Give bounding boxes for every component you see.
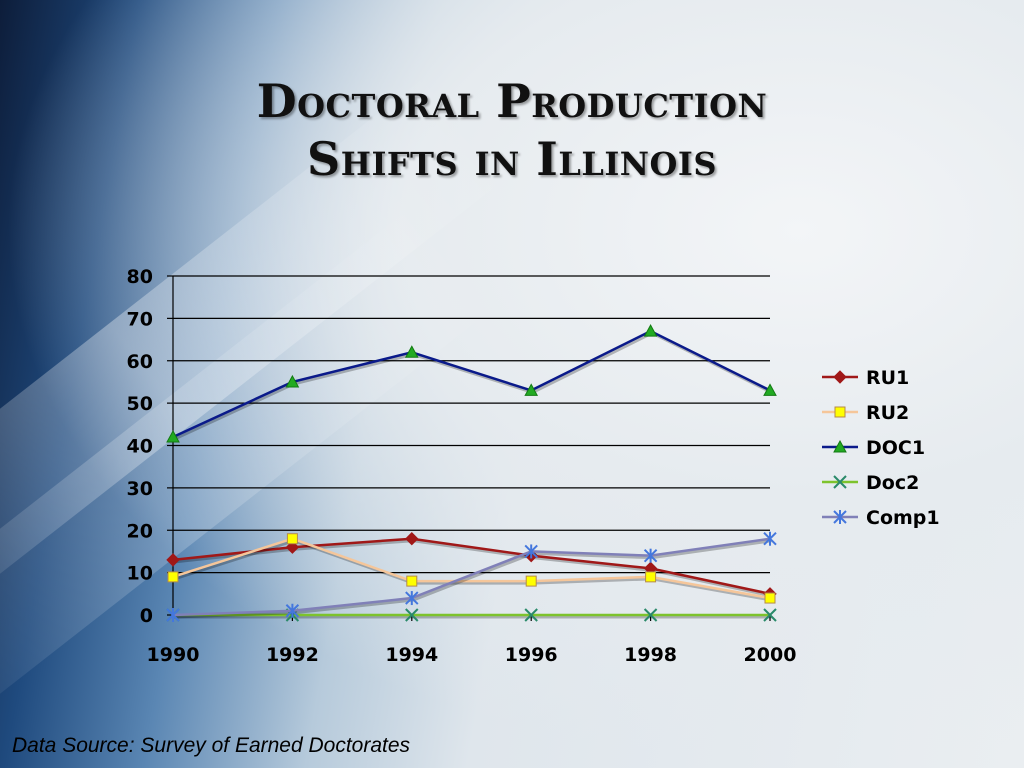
legend-label-ru2: RU2 bbox=[866, 402, 909, 424]
data-point-doc1 bbox=[763, 383, 777, 396]
legend-entry-comp1: Comp1 bbox=[822, 507, 940, 529]
data-point-ru2 bbox=[645, 571, 657, 583]
y-tick-label: 20 bbox=[127, 520, 153, 542]
data-point-comp1 bbox=[166, 608, 180, 622]
series-line-ru2 bbox=[172, 537, 771, 600]
y-tick-label: 10 bbox=[127, 563, 153, 585]
series-line-shadow bbox=[174, 539, 772, 602]
data-point-doc2 bbox=[405, 608, 419, 622]
x-tick-label: 1994 bbox=[385, 644, 438, 666]
series-line-shadow bbox=[174, 539, 772, 619]
data-point-doc2 bbox=[763, 608, 777, 622]
data-point-ru1 bbox=[166, 553, 180, 567]
series-doc1 bbox=[166, 324, 777, 443]
x-tick-label: 1992 bbox=[266, 644, 319, 666]
x-axis-ticks: 1990 1992 1994 1996 1998 2000 bbox=[147, 644, 797, 666]
data-point-doc1 bbox=[404, 345, 419, 358]
legend-label-doc1: DOC1 bbox=[866, 437, 925, 459]
legend-entry-ru2: RU2 bbox=[822, 402, 909, 424]
gridlines bbox=[173, 275, 770, 616]
data-point-doc1 bbox=[524, 383, 539, 396]
legend-entry-ru1: RU1 bbox=[822, 367, 909, 389]
legend: RU1 RU2 DOC1 Doc2 Comp1 bbox=[822, 367, 940, 529]
series-line-doc1 bbox=[172, 329, 771, 439]
marker-stroke bbox=[643, 608, 658, 622]
data-point-doc2 bbox=[524, 608, 538, 622]
series-line-comp1 bbox=[172, 537, 771, 617]
x-tick-label: 1990 bbox=[147, 644, 200, 666]
marker-stroke bbox=[763, 608, 777, 622]
series-line-ru1 bbox=[172, 537, 771, 596]
title-line-1: Doctoral Production bbox=[256, 74, 768, 128]
data-point-ru2 bbox=[286, 533, 298, 545]
series-ru1 bbox=[166, 532, 777, 601]
y-tick-label: 30 bbox=[127, 478, 153, 500]
series-group bbox=[166, 324, 777, 622]
series-ru2 bbox=[167, 533, 776, 604]
legend-entry-doc2: Doc2 bbox=[822, 472, 919, 494]
legend-swatch-marker bbox=[833, 370, 847, 384]
legend-label-doc2: Doc2 bbox=[866, 472, 919, 494]
legend-swatch-marker bbox=[833, 475, 847, 489]
y-tick-label: 40 bbox=[127, 436, 153, 458]
data-source-note: Data Source: Survey of Earned Doctorates bbox=[12, 734, 411, 757]
data-point-comp1 bbox=[405, 591, 419, 606]
axes bbox=[167, 275, 771, 621]
data-point-ru2 bbox=[764, 592, 776, 604]
data-point-ru2 bbox=[406, 575, 418, 587]
data-point-comp1 bbox=[763, 531, 777, 546]
data-point-doc1 bbox=[285, 374, 300, 388]
data-point-comp1 bbox=[285, 603, 300, 618]
legend-swatch-marker bbox=[834, 406, 846, 418]
y-tick-label: 0 bbox=[140, 605, 153, 627]
marker-stroke bbox=[405, 608, 419, 622]
slide-title: Doctoral Production Shifts in Illinois bbox=[0, 72, 1024, 188]
legend-label-ru1: RU1 bbox=[866, 367, 909, 389]
data-point-doc1 bbox=[166, 429, 180, 443]
x-tick-label: 1996 bbox=[505, 644, 558, 666]
data-point-comp1 bbox=[643, 548, 658, 563]
x-tick-label: 2000 bbox=[744, 644, 797, 666]
data-point-ru1 bbox=[405, 532, 419, 546]
y-tick-label: 60 bbox=[127, 351, 153, 373]
x-tick-label: 1998 bbox=[624, 644, 677, 666]
series-line-shadow bbox=[173, 331, 773, 441]
legend-label-comp1: Comp1 bbox=[866, 507, 940, 529]
data-point-ru2 bbox=[525, 575, 537, 587]
data-point-doc2 bbox=[643, 608, 658, 622]
y-tick-label: 70 bbox=[127, 308, 153, 330]
series-line-shadow bbox=[174, 539, 772, 598]
marker-stroke bbox=[524, 608, 538, 622]
data-point-comp1 bbox=[524, 544, 538, 559]
marker-stroke bbox=[833, 475, 847, 489]
data-point-doc1 bbox=[643, 324, 658, 337]
legend-swatch-marker bbox=[833, 510, 847, 524]
title-line-2: Shifts in Illinois bbox=[306, 132, 717, 186]
data-point-ru2 bbox=[167, 571, 179, 583]
y-tick-label: 80 bbox=[127, 266, 153, 288]
y-tick-label: 50 bbox=[127, 393, 153, 415]
legend-entry-doc1: DOC1 bbox=[822, 437, 925, 459]
legend-swatch-marker bbox=[833, 439, 847, 453]
series-comp1 bbox=[166, 531, 777, 622]
y-axis-ticks: 0 10 20 30 40 50 60 70 80 bbox=[127, 266, 153, 627]
